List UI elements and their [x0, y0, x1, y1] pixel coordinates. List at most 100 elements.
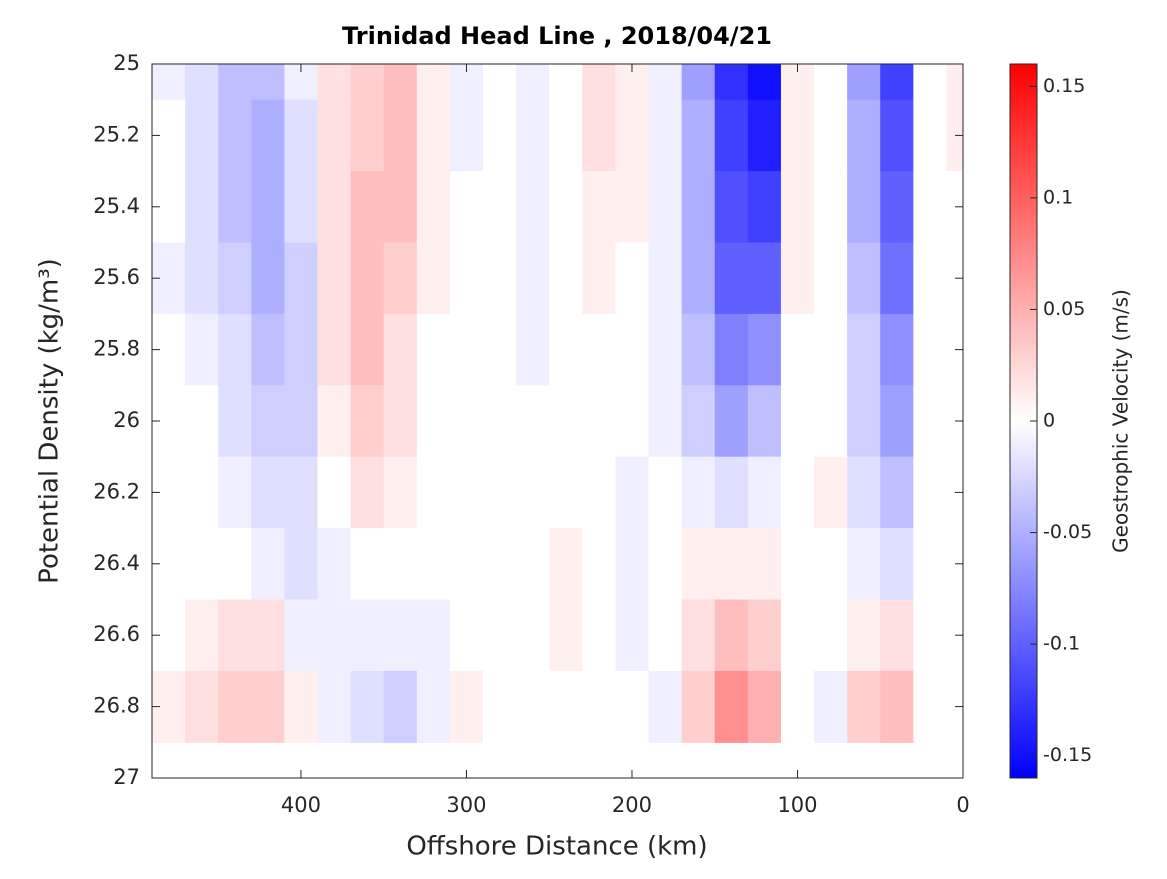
contour-cell: [317, 456, 352, 529]
contour-cell: [648, 385, 683, 458]
contour-cell: [284, 171, 319, 244]
contour-cell: [913, 242, 948, 315]
contour-cell: [913, 670, 948, 743]
contour-cell: [416, 456, 451, 529]
contour-cell: [747, 313, 782, 386]
contour-cell: [615, 456, 650, 529]
contour-cell: [284, 313, 319, 386]
colorbar-tick-label: 0.05: [1043, 298, 1085, 320]
contour-cell: [516, 171, 550, 244]
contour-cell: [350, 599, 385, 672]
contour-cell: [847, 670, 881, 743]
contour-cell: [681, 385, 716, 458]
contour-cell: [714, 64, 749, 101]
x-tick-label: 100: [777, 793, 817, 817]
contour-cell: [416, 64, 451, 101]
contour-cell: [913, 313, 948, 386]
contour-cell: [549, 456, 583, 529]
contour-cell: [218, 313, 252, 386]
contour-cell: [814, 456, 848, 529]
contour-cell: [383, 99, 418, 172]
contour-cell: [780, 528, 815, 601]
contour-cell: [847, 64, 881, 101]
contour-cell: [714, 171, 749, 244]
contour-cell: [449, 599, 484, 672]
contour-cell: [648, 171, 683, 244]
contour-cell: [814, 385, 848, 458]
contour-cell: [714, 670, 749, 743]
y-tick-label: 25: [113, 51, 140, 75]
contour-cell: [350, 242, 385, 315]
contour-cell: [317, 528, 352, 601]
contour-cell: [317, 313, 352, 386]
contour-cell: [780, 99, 815, 172]
contour-cell: [449, 171, 484, 244]
contour-cell: [747, 528, 782, 601]
contour-cell: [483, 64, 517, 101]
contour-cell: [946, 528, 963, 601]
contour-cell: [615, 313, 650, 386]
contour-cell: [185, 313, 219, 386]
contour-cell: [648, 99, 683, 172]
contour-cell: [185, 64, 219, 101]
contour-cell: [284, 99, 319, 172]
contour-cell: [549, 385, 583, 458]
contour-cell: [449, 242, 484, 315]
contour-cell: [218, 456, 252, 529]
contour-cell: [284, 599, 319, 672]
contour-cell: [814, 670, 848, 743]
contour-cell: [714, 385, 749, 458]
contour-cell: [913, 171, 948, 244]
contour-cell: [615, 99, 650, 172]
contour-cell: [317, 64, 352, 101]
contour-cell: [383, 456, 418, 529]
contour-cell: [780, 456, 815, 529]
contour-cell: [780, 599, 815, 672]
contour-cell: [946, 385, 963, 458]
contour-cell: [516, 242, 550, 315]
contour-cell: [880, 599, 914, 672]
contour-cell: [284, 528, 319, 601]
contour-cell: [549, 64, 583, 101]
contour-cell: [218, 385, 252, 458]
contour-cell: [218, 99, 252, 172]
contour-cell: [913, 64, 948, 101]
y-tick-label: 26.6: [93, 622, 140, 646]
contour-cell: [383, 64, 418, 101]
contour-cell: [880, 313, 914, 386]
contour-cell: [483, 242, 517, 315]
contour-cell: [615, 599, 650, 672]
contour-cell: [516, 313, 550, 386]
contour-cell: [218, 599, 252, 672]
contour-cell: [350, 456, 385, 529]
contour-cell: [416, 99, 451, 172]
contour-cell: [383, 171, 418, 244]
contour-cell: [814, 99, 848, 172]
contour-cell: [582, 456, 617, 529]
colorbar-tick-label: 0.15: [1043, 75, 1085, 97]
contour-cell: [648, 313, 683, 386]
contour-cell: [648, 670, 683, 743]
contour-cell: [615, 171, 650, 244]
contour-cell: [714, 242, 749, 315]
contour-cell: [847, 99, 881, 172]
contour-cell: [317, 385, 352, 458]
contour-cell: [681, 456, 716, 529]
contour-cell: [383, 599, 418, 672]
contour-cell: [582, 171, 617, 244]
contour-cell: [350, 528, 385, 601]
contour-cell: [648, 599, 683, 672]
colorbar-tick-label: 0: [1043, 410, 1055, 432]
contour-cell: [847, 599, 881, 672]
y-tick-label: 25.6: [93, 265, 140, 289]
contour-cell: [681, 599, 716, 672]
contour-cell: [218, 171, 252, 244]
contour-cell: [549, 528, 583, 601]
y-tick-label: 26.2: [93, 479, 140, 503]
colorbar-tick-label: 0.1: [1043, 186, 1073, 208]
contour-cell: [847, 171, 881, 244]
contour-cell: [549, 99, 583, 172]
contour-cell: [582, 670, 617, 743]
contour-cell: [416, 385, 451, 458]
contour-cell: [218, 528, 252, 601]
